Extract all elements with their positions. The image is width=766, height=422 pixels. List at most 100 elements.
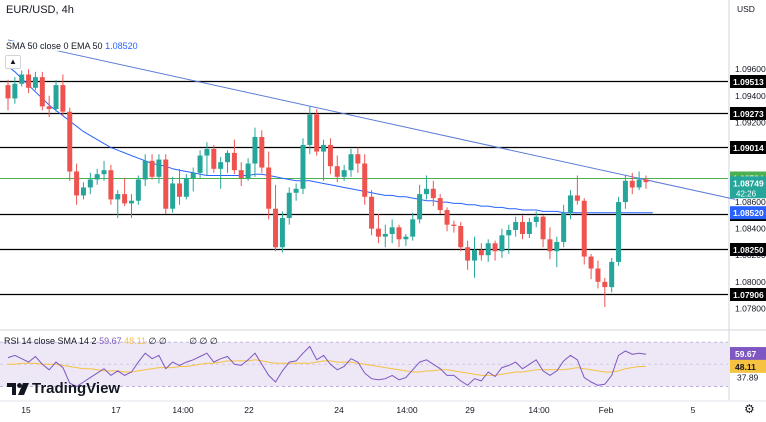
candle[interactable] (348, 148, 354, 177)
chevron-up-icon[interactable]: ▲ (5, 55, 21, 69)
candle[interactable] (225, 150, 231, 173)
candle[interactable] (245, 158, 251, 181)
candle[interactable] (458, 222, 464, 252)
candle[interactable] (12, 77, 18, 104)
candle[interactable] (67, 107, 73, 181)
candle[interactable] (327, 138, 333, 175)
candle[interactable] (341, 164, 347, 181)
candle[interactable] (451, 220, 457, 233)
candle[interactable] (465, 240, 471, 270)
candle[interactable] (478, 243, 484, 261)
candle[interactable] (101, 160, 107, 181)
candle[interactable] (5, 79, 11, 111)
candle[interactable] (513, 216, 519, 237)
candle[interactable] (389, 219, 395, 244)
candle[interactable] (526, 218, 532, 238)
candle[interactable] (46, 95, 52, 118)
candle[interactable] (588, 253, 594, 280)
candle[interactable] (444, 207, 450, 232)
candle[interactable] (506, 224, 512, 254)
candle[interactable] (80, 182, 86, 200)
candle[interactable] (375, 214, 381, 244)
trendline[interactable] (7, 39, 736, 200)
candle[interactable] (410, 212, 416, 241)
candle[interactable] (149, 154, 155, 180)
candle[interactable] (60, 74, 66, 116)
candle[interactable] (87, 172, 93, 195)
candle[interactable] (32, 71, 38, 91)
candle[interactable] (218, 156, 224, 189)
candle[interactable] (266, 151, 272, 220)
candle[interactable] (135, 175, 141, 205)
candle[interactable] (561, 204, 567, 248)
candle[interactable] (142, 154, 148, 187)
candle[interactable] (231, 139, 237, 175)
candle[interactable] (259, 130, 265, 173)
candle[interactable] (423, 175, 429, 200)
candle[interactable] (574, 175, 580, 205)
candle[interactable] (128, 194, 134, 219)
candle[interactable] (115, 190, 121, 219)
candle[interactable] (362, 154, 368, 205)
candle[interactable] (53, 79, 59, 112)
candle[interactable] (609, 257, 615, 293)
candle[interactable] (403, 233, 409, 246)
candle[interactable] (629, 172, 635, 195)
candle[interactable] (300, 138, 306, 195)
candle[interactable] (499, 228, 505, 258)
candle[interactable] (286, 187, 292, 225)
candle[interactable] (369, 190, 375, 236)
sma-indicator-legend[interactable]: SMA 50 close 0 EMA 50 1.08520 (4, 41, 140, 51)
candle[interactable] (616, 196, 622, 266)
candle[interactable] (252, 127, 258, 177)
candle[interactable] (533, 211, 539, 228)
candle[interactable] (396, 224, 402, 248)
gear-icon[interactable]: ⚙ (744, 402, 755, 416)
candle[interactable] (190, 167, 196, 192)
candle[interactable] (321, 139, 327, 181)
candle[interactable] (273, 184, 279, 252)
candle[interactable] (183, 174, 189, 200)
tradingview-logo[interactable]: TradingView (7, 380, 120, 397)
candle[interactable] (170, 176, 176, 213)
candle[interactable] (643, 175, 649, 189)
symbol-title[interactable]: EUR/USD, 4h (6, 4, 74, 16)
candle[interactable] (26, 69, 32, 94)
candle[interactable] (437, 194, 443, 215)
candle[interactable] (547, 227, 553, 260)
candle[interactable] (197, 150, 203, 179)
candle[interactable] (417, 184, 423, 224)
candle[interactable] (177, 168, 182, 205)
candle[interactable] (568, 190, 574, 220)
rsi-indicator-legend[interactable]: RSI 14 close SMA 14 2 59.67 48.11 ∅ ∅ ∅ … (4, 336, 218, 347)
candle[interactable] (211, 144, 217, 173)
candle[interactable] (314, 109, 320, 156)
candle[interactable] (279, 211, 285, 253)
candle[interactable] (382, 224, 388, 248)
candle[interactable] (122, 178, 128, 207)
candle[interactable] (520, 215, 525, 240)
candle[interactable] (94, 168, 100, 185)
candle[interactable] (636, 171, 642, 191)
candle[interactable] (471, 236, 477, 278)
candle[interactable] (492, 240, 498, 261)
candle[interactable] (108, 164, 114, 205)
candle[interactable] (430, 180, 436, 207)
candle[interactable] (540, 215, 546, 248)
candle[interactable] (307, 106, 313, 155)
candle[interactable] (334, 155, 340, 183)
candle[interactable] (293, 183, 299, 201)
candle[interactable] (204, 142, 210, 176)
candle[interactable] (554, 236, 560, 268)
candle[interactable] (581, 198, 587, 265)
candle[interactable] (156, 154, 162, 184)
candle[interactable] (355, 147, 361, 173)
candle[interactable] (163, 154, 169, 215)
candle[interactable] (19, 70, 25, 87)
candle[interactable] (622, 175, 628, 209)
candle[interactable] (238, 162, 244, 187)
candle[interactable] (485, 239, 491, 262)
candle[interactable] (74, 163, 80, 205)
candle[interactable] (602, 277, 608, 308)
